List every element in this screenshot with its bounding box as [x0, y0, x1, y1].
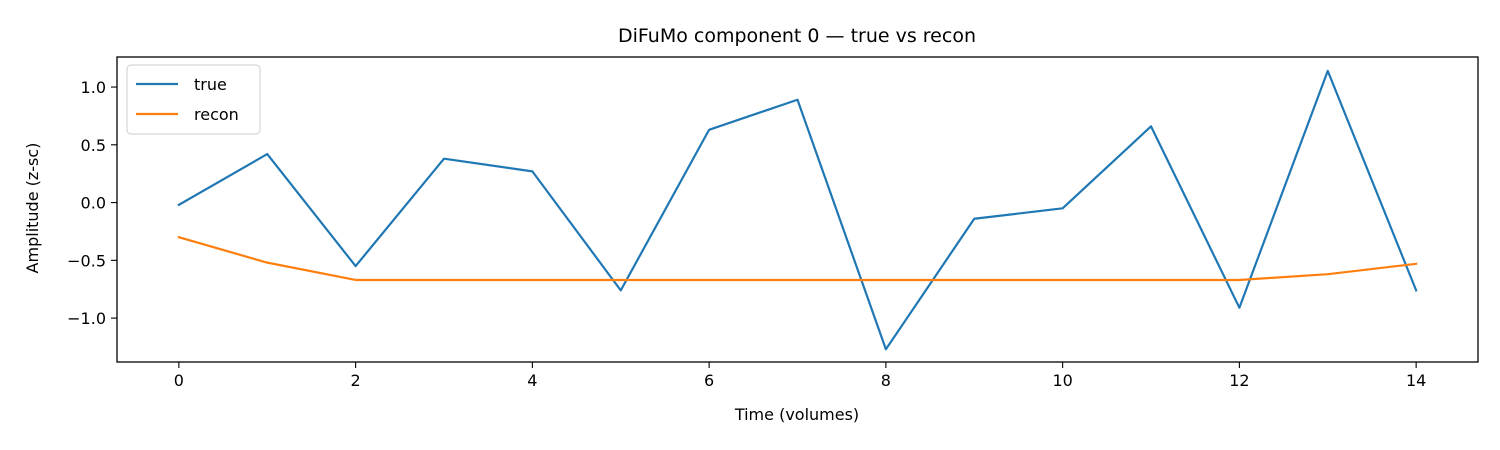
legend-box [126, 64, 261, 135]
x-tick-label: 10 [1052, 371, 1072, 390]
x-tick-label: 12 [1229, 371, 1249, 390]
x-tick-label: 8 [881, 371, 891, 390]
y-tick-label: −0.5 [67, 251, 106, 270]
y-tick-label: 0.5 [81, 136, 106, 155]
chart-title: DiFuMo component 0 — true vs recon [618, 25, 976, 47]
legend-label-recon: recon [194, 105, 239, 124]
x-tick-label: 14 [1406, 371, 1426, 390]
y-tick-label: 0.0 [81, 194, 106, 213]
y-axis-label: Amplitude (z-sc) [23, 143, 42, 274]
x-tick-label: 4 [527, 371, 537, 390]
legend-label-true: true [194, 75, 227, 94]
legend: true recon [126, 64, 261, 135]
series-line-recon [177, 235, 1418, 282]
x-tick-label: 2 [351, 371, 361, 390]
x-tick-label: 0 [174, 371, 184, 390]
x-axis-label: Time (volumes) [734, 405, 859, 424]
plot-frame [116, 56, 1479, 363]
x-tick-label: 6 [704, 371, 714, 390]
y-tick-label: −1.0 [67, 309, 106, 328]
y-tick-label: 1.0 [81, 78, 106, 97]
plot-area: 0 2 4 6 8 10 12 14 1.0 0.5 0.0 −0.5 −1.0 [67, 56, 1479, 390]
series-line-true [177, 69, 1418, 351]
